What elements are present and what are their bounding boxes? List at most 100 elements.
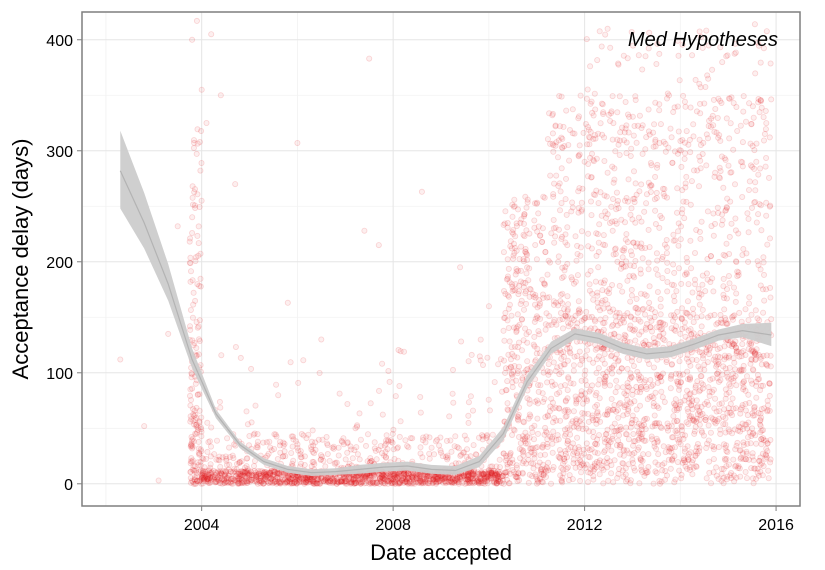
data-point: [531, 449, 538, 456]
data-point: [444, 456, 451, 463]
data-point: [397, 418, 404, 425]
data-point: [538, 467, 545, 474]
data-point: [262, 470, 269, 477]
data-point: [712, 353, 719, 360]
data-point: [562, 263, 569, 270]
data-point: [550, 216, 557, 223]
data-point: [628, 145, 635, 152]
data-point: [586, 388, 593, 395]
data-point: [518, 267, 525, 274]
data-point: [195, 449, 202, 456]
data-point: [652, 99, 659, 106]
data-point: [196, 477, 203, 484]
data-point: [638, 218, 645, 225]
data-point: [398, 477, 405, 484]
data-point: [276, 471, 283, 478]
data-point: [362, 442, 369, 449]
data-point: [503, 387, 510, 394]
data-point: [196, 317, 203, 324]
data-point: [534, 228, 541, 235]
data-point: [683, 254, 690, 261]
data-point: [274, 473, 281, 480]
data-point: [235, 470, 242, 477]
data-point: [596, 221, 603, 228]
data-point: [601, 134, 608, 141]
data-point: [335, 479, 342, 486]
data-point: [221, 479, 228, 486]
data-point: [704, 398, 711, 405]
data-point: [683, 173, 690, 180]
data-point: [754, 469, 761, 476]
data-point: [384, 477, 391, 484]
data-point: [765, 467, 772, 474]
data-point: [193, 150, 200, 157]
data-point: [339, 478, 346, 485]
data-point: [704, 208, 711, 215]
data-point: [341, 479, 348, 486]
data-point: [267, 469, 274, 476]
data-point: [707, 429, 714, 436]
data-point: [193, 421, 200, 428]
data-point: [290, 480, 297, 487]
data-point: [196, 418, 203, 425]
data-point: [513, 327, 520, 334]
data-point: [736, 465, 743, 472]
data-point: [190, 411, 197, 418]
data-point: [345, 479, 352, 486]
data-point: [535, 381, 542, 388]
data-point: [593, 252, 600, 259]
data-point: [687, 362, 694, 369]
data-point: [294, 139, 301, 146]
data-point: [678, 471, 685, 478]
data-point: [307, 476, 314, 483]
data-point: [643, 191, 650, 198]
data-point: [646, 299, 653, 306]
data-point: [586, 281, 593, 288]
data-point: [723, 115, 730, 122]
data-point: [624, 410, 631, 417]
y-tick-label: 300: [46, 144, 73, 161]
data-point: [637, 389, 644, 396]
data-point: [402, 478, 409, 485]
data-point: [763, 286, 770, 293]
data-point: [578, 228, 585, 235]
data-point: [463, 436, 470, 443]
data-point: [687, 201, 694, 208]
data-point: [231, 465, 238, 472]
data-point: [295, 447, 302, 454]
data-point: [763, 360, 770, 367]
data-point: [558, 165, 565, 172]
data-point: [193, 430, 200, 437]
data-point: [413, 475, 420, 482]
data-point: [765, 475, 772, 482]
data-point: [688, 265, 695, 272]
data-point: [320, 478, 327, 485]
data-point: [627, 313, 634, 320]
data-point: [558, 200, 565, 207]
data-point: [334, 478, 341, 485]
data-point: [235, 474, 242, 481]
data-point: [697, 141, 704, 148]
data-point: [618, 216, 625, 223]
data-point: [198, 475, 205, 482]
data-point: [246, 471, 253, 478]
data-point: [493, 473, 500, 480]
data-point: [736, 353, 743, 360]
data-point: [718, 400, 725, 407]
data-point: [566, 426, 573, 433]
data-point: [400, 479, 407, 486]
data-point: [517, 278, 524, 285]
data-point: [732, 298, 739, 305]
data-point: [631, 274, 638, 281]
data-point: [689, 471, 696, 478]
data-point: [708, 480, 715, 487]
data-point: [198, 426, 205, 433]
data-point: [703, 444, 710, 451]
data-point: [714, 115, 721, 122]
data-point: [238, 472, 245, 479]
data-point: [707, 312, 714, 319]
data-point: [421, 476, 428, 483]
data-point: [600, 480, 607, 487]
data-point: [481, 480, 488, 487]
data-point: [310, 442, 317, 449]
